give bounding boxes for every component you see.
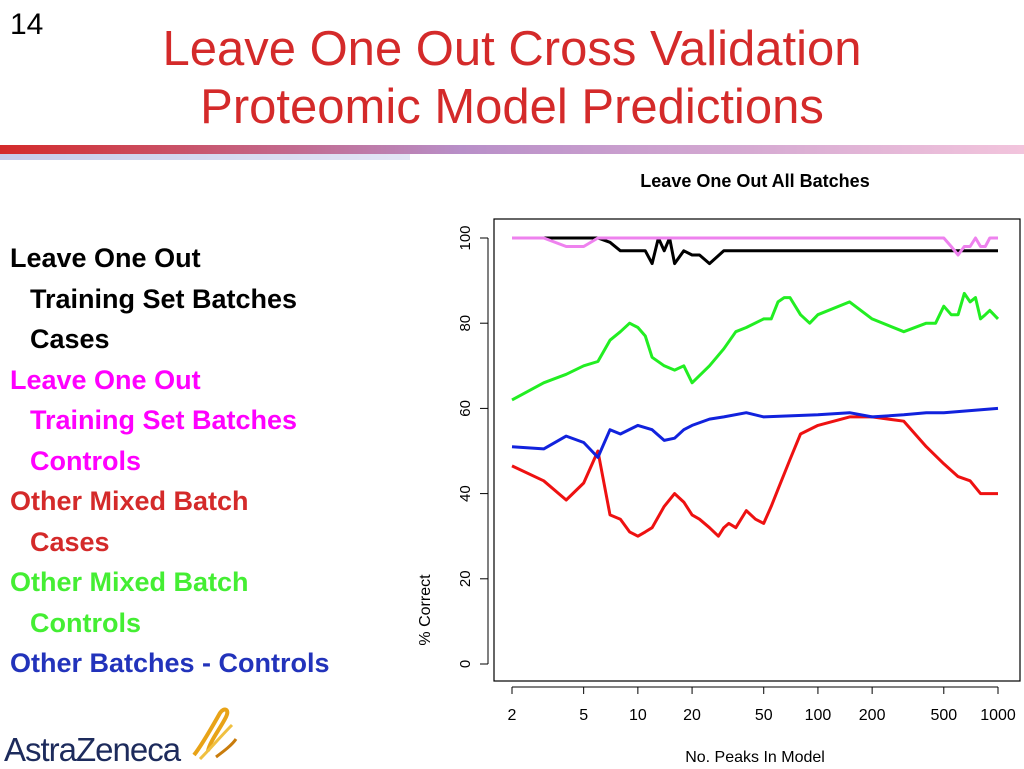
plot-frame (493, 218, 1021, 682)
x-tick-label: 20 (683, 707, 701, 724)
legend-entry-other-controls: Other Batches - Controls (10, 643, 420, 684)
slide-title-line-2: Proteomic Model Predictions (200, 80, 824, 134)
y-tick-label: 100 (457, 225, 474, 250)
series-line-4 (511, 406, 999, 459)
x-tick-label: 50 (755, 707, 773, 724)
y-axis: 0 20 40 60 80 100 (457, 225, 489, 668)
astrazeneca-logo: AstraZeneca (0, 705, 250, 768)
legend-entry-loo-cases: Leave One Out Training Set Batches Cases (10, 238, 420, 360)
legend-entry-mixed-controls: Other Mixed Batch Controls (10, 562, 420, 643)
legend-line: Cases (30, 324, 110, 354)
series-line-3 (511, 291, 1000, 402)
y-axis-label: % Correct (417, 574, 434, 646)
x-tick-label: 200 (859, 707, 886, 724)
logo-text: AstraZeneca (4, 731, 181, 768)
x-axis: 2 5 10 20 50 100 200 500 1000 (508, 686, 1016, 724)
legend-entry-loo-controls: Leave One Out Training Set Batches Contr… (10, 360, 420, 482)
slide-title: Leave One Out Cross Validation Proteomic… (0, 20, 1024, 136)
y-tick-label: 80 (457, 315, 474, 332)
series-line-0 (512, 236, 998, 266)
x-tick-label: 1000 (980, 707, 1016, 724)
astrazeneca-swirl-icon (192, 707, 238, 761)
x-axis-label: No. Peaks In Model (685, 749, 825, 766)
x-tick-label: 500 (930, 707, 957, 724)
legend-line: Training Set Batches (30, 283, 298, 314)
legend-line: Leave One Out (10, 243, 201, 273)
slide-title-line-1: Leave One Out Cross Validation (162, 22, 862, 76)
legend-line: Leave One Out (10, 364, 201, 395)
chart-title: Leave One Out All Batches (640, 171, 869, 191)
x-tick-label: 2 (508, 707, 517, 724)
slide-number: 14 (10, 8, 44, 41)
y-tick-label: 20 (457, 570, 474, 587)
legend-line: Other Mixed Batch (10, 486, 249, 516)
series-line-1 (512, 236, 998, 257)
legend-line: Controls (30, 445, 141, 476)
legend-entry-mixed-cases: Other Mixed Batch Cases (10, 481, 420, 562)
x-tick-label: 10 (629, 707, 647, 724)
y-tick-label: 0 (457, 660, 474, 668)
legend-line: Cases (30, 526, 110, 557)
title-divider (0, 145, 1024, 160)
y-tick-label: 60 (457, 400, 474, 417)
legend-line: Controls (30, 607, 141, 638)
series-legend: Leave One Out Training Set Batches Cases… (10, 238, 420, 684)
y-tick-label: 40 (457, 485, 474, 502)
x-tick-label: 100 (805, 707, 832, 724)
series-line-2 (511, 415, 998, 538)
legend-line: Other Mixed Batch (10, 567, 249, 597)
x-tick-label: 5 (579, 707, 588, 724)
series-group (511, 236, 1000, 538)
legend-line: Training Set Batches (30, 405, 298, 435)
legend-line: Other Batches - Controls (10, 648, 330, 678)
line-chart: Leave One Out All Batches 0 20 40 60 80 100 2… (417, 171, 1021, 766)
